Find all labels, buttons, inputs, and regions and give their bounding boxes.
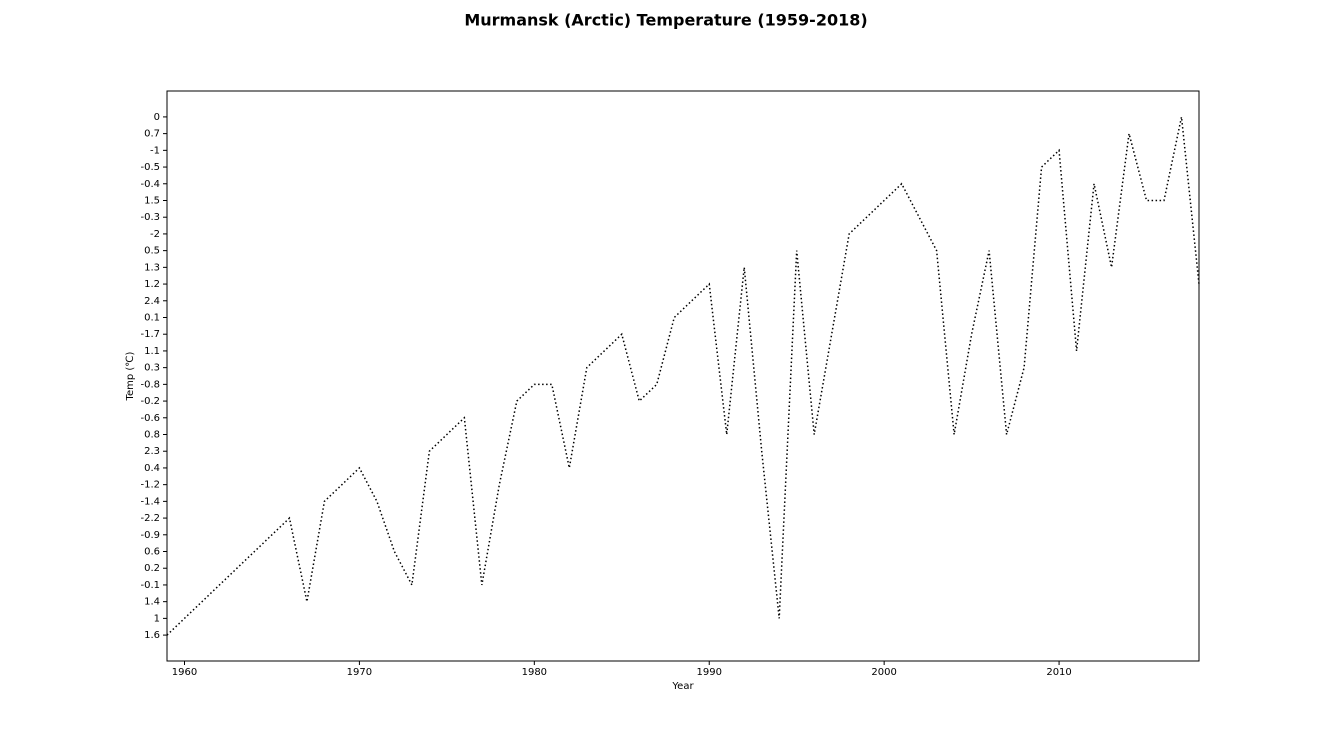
y-tick-label: 0.2 bbox=[144, 563, 160, 574]
y-tick-label: -1.4 bbox=[140, 496, 160, 507]
y-tick-label: 1.6 bbox=[144, 630, 160, 641]
y-tick-label: 0 bbox=[154, 112, 160, 123]
y-tick-label: -1.2 bbox=[140, 480, 160, 491]
x-axis-label: Year bbox=[671, 681, 694, 692]
y-tick-label: 0.4 bbox=[144, 463, 160, 474]
y-tick-label: 0.5 bbox=[144, 246, 160, 257]
y-tick-label: -0.6 bbox=[140, 413, 160, 424]
y-tick-label: 1.5 bbox=[144, 195, 160, 206]
y-tick-label: 0.1 bbox=[144, 312, 160, 323]
x-tick-label: 1990 bbox=[697, 667, 722, 678]
y-tick-label: -0.4 bbox=[140, 179, 160, 190]
y-axis-label: Temp (℃) bbox=[125, 351, 136, 401]
plot-frame bbox=[166, 90, 1200, 662]
y-tick-label: -0.9 bbox=[140, 530, 160, 541]
y-tick-label: 1.3 bbox=[144, 262, 160, 273]
data-line bbox=[166, 116, 1200, 636]
chart-title: Murmansk (Arctic) Temperature (1959-2018… bbox=[464, 11, 867, 30]
x-tick-label: 1960 bbox=[172, 667, 197, 678]
x-tick-label: 1980 bbox=[522, 667, 547, 678]
y-tick-label: 0.6 bbox=[144, 547, 160, 558]
y-tick-label: 0.8 bbox=[144, 430, 160, 441]
y-tick-label: -2 bbox=[150, 229, 160, 240]
y-tick-label: 1 bbox=[154, 613, 160, 624]
y-tick-label: 1.2 bbox=[144, 279, 160, 290]
y-tick-label: -0.2 bbox=[140, 396, 160, 407]
y-tick-label: 0.3 bbox=[144, 363, 160, 374]
x-tick-label: 2010 bbox=[1046, 667, 1071, 678]
y-tick-label: -0.8 bbox=[140, 379, 160, 390]
x-tick-label: 2000 bbox=[871, 667, 896, 678]
x-tick-label: 1970 bbox=[347, 667, 372, 678]
y-tick-label: 2.3 bbox=[144, 446, 160, 457]
y-tick-label: 2.4 bbox=[144, 296, 160, 307]
y-tick-label: -0.1 bbox=[140, 580, 160, 591]
y-tick-label: 0.7 bbox=[144, 129, 160, 140]
y-tick-label: -2.2 bbox=[140, 513, 160, 524]
y-tick-label: 1.4 bbox=[144, 597, 160, 608]
y-tick-label: -0.5 bbox=[140, 162, 160, 173]
y-tick-label: -1 bbox=[150, 145, 160, 156]
y-tick-label: -0.3 bbox=[140, 212, 160, 223]
y-tick-label: -1.7 bbox=[140, 329, 160, 340]
y-tick-label: 1.1 bbox=[144, 346, 160, 357]
